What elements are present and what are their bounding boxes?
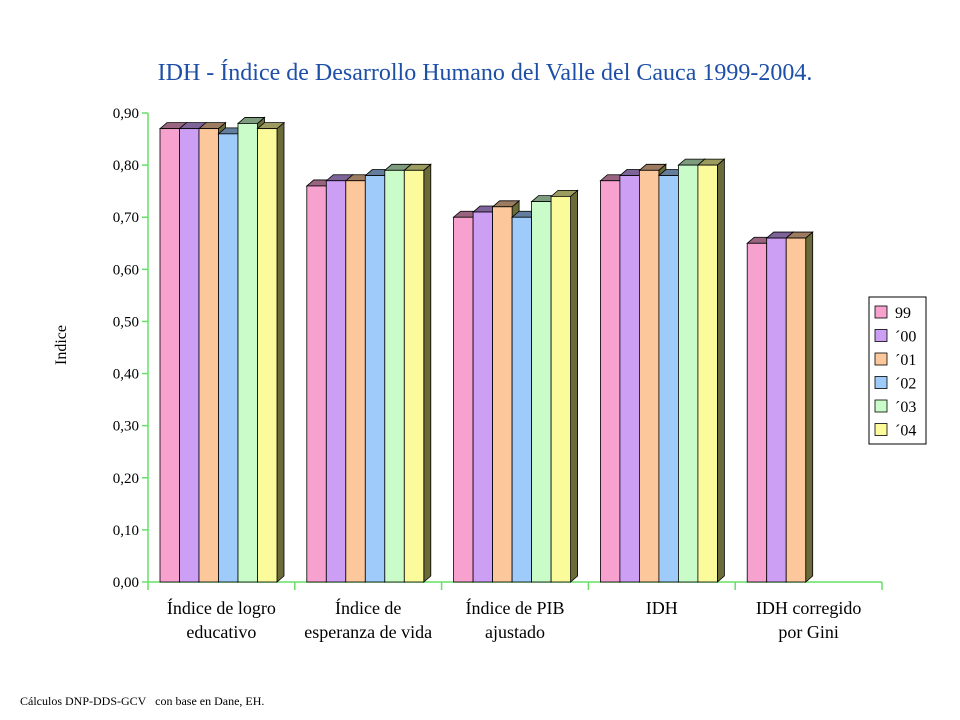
legend-swatch xyxy=(874,352,888,366)
bar-side xyxy=(717,158,725,583)
bar-front xyxy=(746,242,768,583)
legend-label: ´00 xyxy=(895,329,916,346)
y-tick-label: 0,50 xyxy=(113,314,139,330)
bar-front xyxy=(639,169,660,583)
x-category-label: Índice de logro xyxy=(167,597,276,618)
x-category-label: por Gini xyxy=(778,622,839,642)
bar-front xyxy=(492,206,513,583)
bar-front xyxy=(325,180,347,583)
x-category-label: ajustado xyxy=(485,622,545,642)
footnote: Cálculos DNP-DDS-GCV con base en Dane, E… xyxy=(20,694,265,708)
y-tick-label: 0,90 xyxy=(113,106,139,122)
bar xyxy=(785,231,814,583)
bar-front xyxy=(785,237,807,583)
bar-front xyxy=(453,216,474,583)
bar-front xyxy=(472,211,494,583)
y-tick-label: 0,70 xyxy=(113,210,139,226)
legend-swatch xyxy=(874,376,888,389)
bars xyxy=(158,116,814,583)
bar-front xyxy=(403,169,425,583)
bar-front xyxy=(218,133,239,583)
bar-front xyxy=(678,164,699,583)
bar-side xyxy=(570,189,578,583)
chart-title: IDH - Índice de Desarrollo Humano del Va… xyxy=(158,60,813,86)
legend-label: ´02 xyxy=(895,376,916,393)
bar-front xyxy=(198,128,219,583)
bar xyxy=(550,189,579,583)
bar-front xyxy=(658,175,679,583)
x-category-label: IDH xyxy=(646,598,678,618)
legend-label: ´04 xyxy=(895,423,916,440)
bar-side xyxy=(276,121,285,583)
bar-front xyxy=(384,169,405,583)
bar-front xyxy=(619,175,640,583)
x-category-label: educativo xyxy=(186,622,256,642)
legend-label: ´03 xyxy=(895,399,916,416)
bar-front xyxy=(345,180,366,583)
bar-front xyxy=(511,216,532,583)
legend-box xyxy=(868,296,927,445)
bar-front xyxy=(600,180,621,583)
legend: 99 ´00 ´01 ´02 ´03 ´04 xyxy=(868,296,927,445)
bar-front xyxy=(257,128,278,583)
bar-front xyxy=(364,175,386,583)
bar-front xyxy=(237,123,258,583)
bar-front xyxy=(531,201,552,583)
y-tick-label: 0,40 xyxy=(113,367,139,383)
bar-side xyxy=(423,163,432,583)
legend-swatch xyxy=(874,399,888,413)
bar-front xyxy=(766,237,787,583)
bar xyxy=(256,121,286,583)
bar-front xyxy=(550,195,571,583)
legend-swatch xyxy=(874,423,888,436)
y-tick-label: 0,10 xyxy=(113,523,139,539)
axes: 0,00 0,10 0,20 0,30 0,40 0,50 0,60 0,70 0,80 0,90… xyxy=(113,106,883,642)
x-category-label: IDH corregido xyxy=(756,598,861,618)
bar-front xyxy=(159,128,180,583)
legend-label: 99 xyxy=(895,305,911,322)
y-tick-label: 0,30 xyxy=(113,419,139,435)
bar-front xyxy=(306,185,327,583)
y-tick-label: 0,80 xyxy=(113,158,139,174)
bar-front xyxy=(697,164,718,583)
bar-front xyxy=(179,128,200,583)
bar xyxy=(696,158,726,583)
x-category-label: Índice de PIB xyxy=(466,597,565,618)
y-tick-label: 0,60 xyxy=(113,262,139,278)
legend-swatch xyxy=(874,329,888,342)
legend-swatch xyxy=(874,305,888,319)
y-tick-label: 0,20 xyxy=(113,471,139,487)
bar xyxy=(403,163,432,583)
y-axis-label: Indice xyxy=(53,325,70,365)
bar-side xyxy=(805,231,814,583)
x-category-label: esperanza de vida xyxy=(304,622,432,642)
legend-label: ´01 xyxy=(895,352,916,369)
y-tick-label: 0,00 xyxy=(113,575,139,591)
x-category-label: Índice de xyxy=(335,597,401,618)
